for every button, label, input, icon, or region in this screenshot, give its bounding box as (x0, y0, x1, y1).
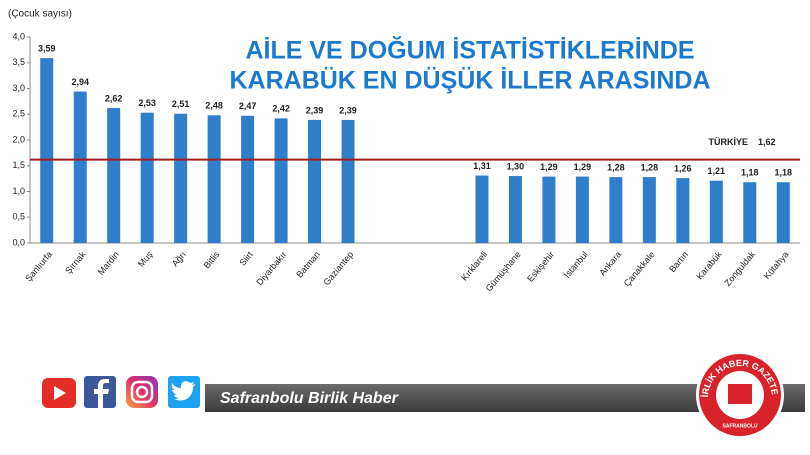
value-label: 1,28 (607, 162, 625, 172)
bar (308, 119, 322, 243)
facebook-f (94, 379, 109, 408)
chart-title: KARABÜK EN DÜŞÜK İLLER ARASINDA (229, 66, 710, 95)
bar (107, 108, 121, 243)
y-tick-label: 3,0 (12, 83, 25, 93)
value-label: 2,51 (172, 99, 190, 109)
x-tick-label: Ağrı (170, 249, 188, 268)
y-tick-label: 1,0 (12, 186, 25, 196)
y-tick-label: 0,5 (12, 212, 25, 222)
x-tick-label: Gümüşhane (484, 249, 523, 293)
y-tick-label: 4,0 (12, 31, 25, 41)
value-label: 2,39 (306, 105, 324, 115)
value-label: 1,29 (540, 162, 558, 172)
bar (542, 176, 556, 243)
x-tick-label: Batman (294, 249, 322, 279)
value-label: 2,94 (71, 77, 89, 87)
x-tick-label: Ankara (597, 249, 623, 277)
y-tick-label: 3,5 (12, 57, 25, 67)
bar (207, 115, 221, 243)
bar (475, 175, 489, 243)
y-tick-label: 0,0 (12, 237, 25, 247)
bar (676, 178, 690, 243)
logo-emblem (728, 384, 752, 404)
value-label: 2,48 (205, 101, 223, 111)
x-tick-label: İstanbul (562, 249, 590, 280)
bar (73, 91, 87, 243)
value-label: 1,28 (641, 162, 659, 172)
x-tick-label: Muş (136, 249, 155, 269)
value-label: 1,31 (473, 161, 491, 171)
value-label: 1,18 (741, 168, 759, 178)
value-label: 2,42 (272, 104, 290, 114)
value-label: 1,26 (674, 163, 692, 173)
bar (174, 113, 188, 243)
bar (642, 177, 656, 243)
value-label: 3,59 (38, 43, 56, 53)
x-tick-label: Eskişehir (525, 249, 556, 283)
x-tick-label: Şanlıurfa (23, 249, 54, 283)
value-label: 1,30 (507, 161, 525, 171)
twitter-bird (171, 381, 196, 401)
x-tick-label: Çanakkale (622, 249, 657, 288)
value-label: 1,18 (774, 168, 792, 178)
bar (140, 112, 154, 243)
bar (709, 180, 723, 243)
x-tick-label: Siirt (237, 249, 255, 268)
x-tick-label: Gaziantep (321, 249, 355, 287)
x-tick-label: Bitlis (202, 249, 222, 270)
youtube-play (54, 386, 66, 400)
logo-city: SAFRANBOLU (723, 423, 758, 429)
y-axis-label: (Çocuk sayısı) (8, 9, 72, 20)
bar (341, 119, 355, 243)
x-tick-label: Kırklareli (459, 249, 489, 282)
value-label: 1,21 (708, 166, 726, 176)
bar (40, 58, 54, 243)
x-tick-label: Bartın (667, 249, 690, 274)
bar (241, 115, 255, 243)
x-tick-label: Diyarbakır (254, 249, 288, 287)
instagram-frame (130, 380, 154, 404)
x-tick-label: Karabük (694, 249, 724, 281)
bar (743, 182, 757, 243)
y-tick-label: 1,5 (12, 160, 25, 170)
reference-label: 1,62 (758, 137, 776, 147)
y-tick-label: 2,5 (12, 109, 25, 119)
x-tick-label: Kütahya (762, 249, 791, 281)
instagram-lens (135, 385, 149, 399)
value-label: 2,39 (339, 105, 357, 115)
x-tick-label: Mardin (96, 249, 121, 277)
value-label: 2,53 (138, 98, 156, 108)
bar (776, 182, 790, 243)
y-tick-label: 2,0 (12, 134, 25, 144)
bar (575, 176, 589, 243)
value-label: 1,29 (574, 162, 592, 172)
x-tick-label: Zonguldak (722, 249, 757, 288)
bar (274, 118, 288, 243)
reference-name: TÜRKİYE (708, 137, 748, 147)
x-tick-label: Şırnak (63, 249, 88, 276)
site-name: Safranbolu Birlik Haber (220, 390, 399, 407)
bar (609, 177, 623, 243)
value-label: 2,47 (239, 101, 257, 111)
chart-title: AİLE VE DOĞUM İSTATİSTİKLERİNDE (245, 36, 694, 65)
value-label: 2,62 (105, 93, 123, 103)
bar (508, 176, 522, 243)
